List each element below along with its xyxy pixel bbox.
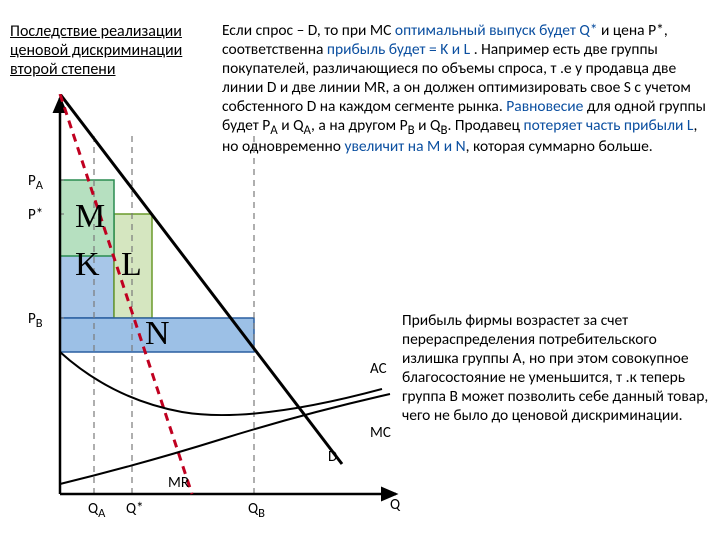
title: Последствие реализации ценовой дискримин… bbox=[10, 22, 210, 80]
page: Последствие реализации ценовой дискримин… bbox=[0, 0, 720, 540]
chart-svg bbox=[22, 94, 402, 514]
title-line-3: второй степени bbox=[10, 60, 116, 79]
paragraph-bottom: Прибыль фирмы возрастет за счет перерасп… bbox=[402, 312, 712, 425]
title-line-2: ценовой дискриминации bbox=[10, 41, 182, 60]
economics-chart: PAP*PBQAQ*QBQDMRMCACMKLN bbox=[22, 94, 402, 514]
title-line-1: Последствие реализации bbox=[10, 22, 182, 41]
